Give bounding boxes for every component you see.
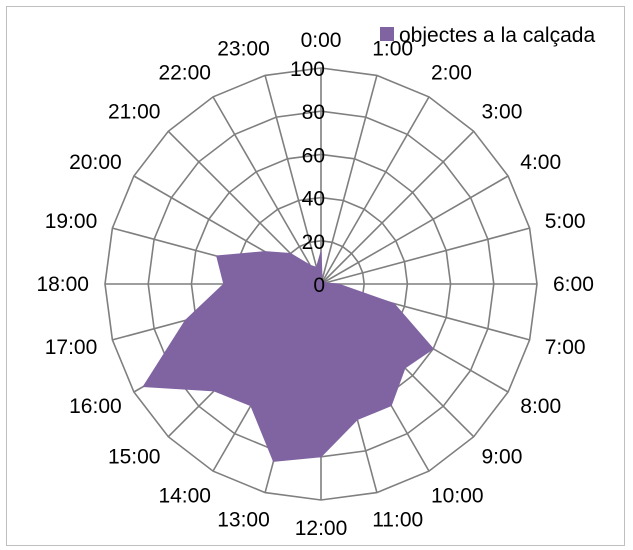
category-label-5:00: 5:00 bbox=[545, 210, 586, 233]
category-label-3:00: 3:00 bbox=[482, 101, 523, 124]
spoke-22:00 bbox=[212, 96, 322, 285]
legend-label: objectes a la calçada bbox=[399, 24, 595, 47]
tick-label-0: 0 bbox=[313, 274, 325, 297]
category-label-9:00: 9:00 bbox=[482, 446, 523, 469]
series-area bbox=[142, 251, 434, 462]
category-label-6:00: 6:00 bbox=[553, 273, 594, 296]
tick-label-40: 40 bbox=[302, 188, 325, 211]
spoke-4:00 bbox=[320, 175, 509, 285]
category-label-17:00: 17:00 bbox=[45, 336, 98, 359]
spoke-23:00 bbox=[264, 75, 322, 285]
legend: objectes a la calçada bbox=[380, 24, 595, 47]
series-layer bbox=[142, 251, 434, 462]
radial-tick-labels: 0 20 40 60 80 100 bbox=[290, 58, 325, 297]
category-label-10:00: 10:00 bbox=[431, 484, 484, 507]
category-label-19:00: 19:00 bbox=[45, 210, 98, 233]
spoke-2:00 bbox=[320, 96, 430, 285]
category-label-13:00: 13:00 bbox=[217, 509, 270, 532]
category-label-15:00: 15:00 bbox=[108, 446, 161, 469]
category-label-23:00: 23:00 bbox=[217, 37, 270, 60]
spoke-5:00 bbox=[320, 227, 530, 285]
spoke-3:00 bbox=[320, 130, 475, 285]
category-label-4:00: 4:00 bbox=[520, 151, 561, 174]
category-label-22:00: 22:00 bbox=[158, 62, 211, 85]
category-label-14:00: 14:00 bbox=[158, 484, 211, 507]
category-label-20:00: 20:00 bbox=[69, 151, 122, 174]
category-label-11:00: 11:00 bbox=[372, 509, 423, 532]
category-label-7:00: 7:00 bbox=[545, 336, 586, 359]
category-label-1:00: 1:00 bbox=[372, 37, 413, 60]
tick-label-80: 80 bbox=[302, 101, 325, 124]
category-label-21:00: 21:00 bbox=[108, 101, 161, 124]
tick-label-20: 20 bbox=[302, 231, 325, 254]
category-label-16:00: 16:00 bbox=[69, 395, 122, 418]
category-labels: 0:00 1:00 2:00 3:00 4:00 5:00 6:00 7:00 8:00 9:00… bbox=[36, 29, 593, 540]
category-label-2:00: 2:00 bbox=[431, 62, 472, 85]
tick-label-100: 100 bbox=[290, 58, 325, 81]
category-label-0:00: 0:00 bbox=[301, 29, 342, 52]
tick-label-60: 60 bbox=[302, 144, 325, 167]
category-label-8:00: 8:00 bbox=[520, 395, 561, 418]
spoke-1:00 bbox=[320, 75, 378, 285]
category-label-18:00: 18:00 bbox=[36, 273, 89, 296]
category-label-12:00: 12:00 bbox=[295, 517, 348, 540]
legend-swatch bbox=[380, 27, 394, 41]
